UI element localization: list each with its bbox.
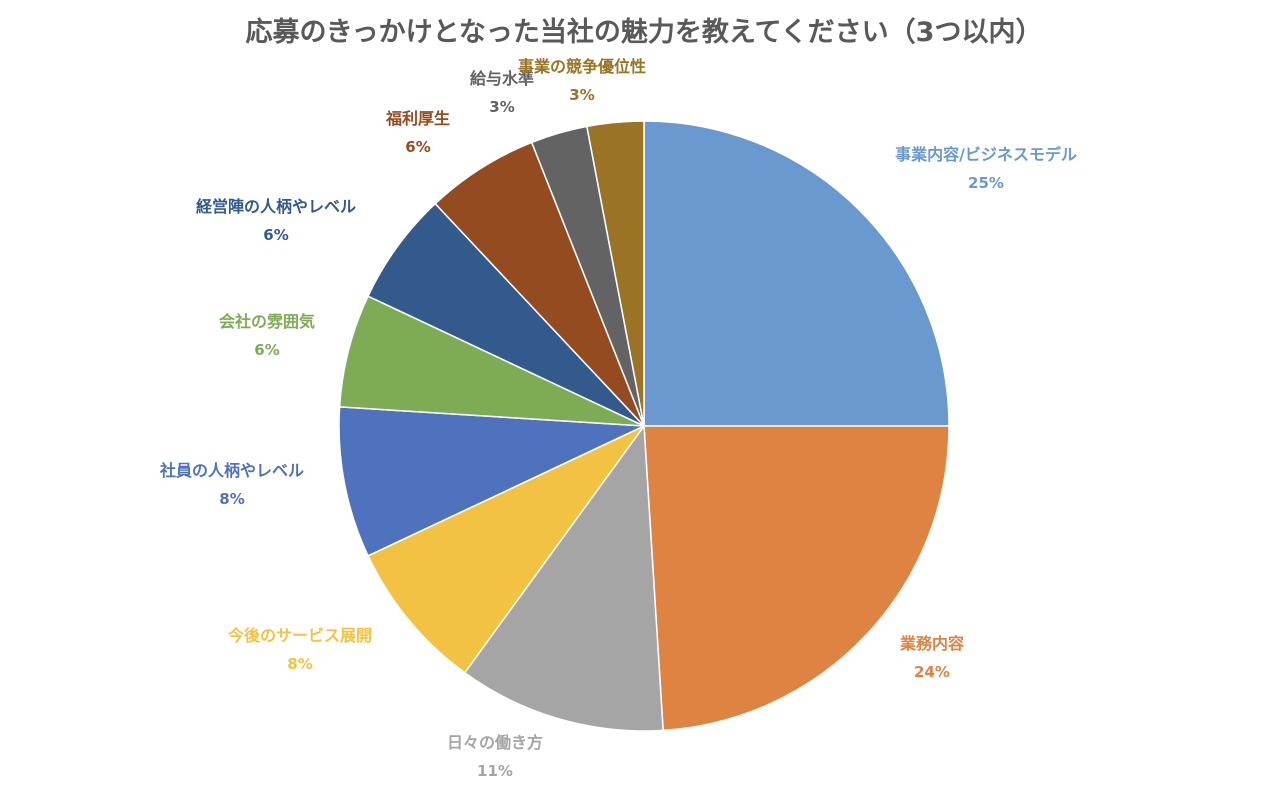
slice-label: 日々の働き方	[447, 733, 543, 752]
slice-percent-label: 6%	[405, 138, 430, 156]
slice-percent-label: 3%	[489, 98, 514, 116]
slice-percent-label: 3%	[569, 86, 594, 104]
pie-slices	[338, 120, 950, 732]
pie-slice	[643, 120, 950, 427]
slice-percent-label: 8%	[287, 655, 312, 673]
pie-slice	[585, 120, 645, 427]
slice-labels: 事業内容/ビジネスモデル 25% 業務内容 24% 日々の働き方 11% 今後のサービス展開…	[159, 57, 1077, 780]
slice-label: 会社の雰囲気	[219, 312, 315, 331]
slice-percent-label: 24%	[914, 663, 950, 681]
slice-label: 経営陣の人柄やレベル	[196, 197, 356, 216]
slice-label: 今後のサービス展開	[227, 626, 372, 645]
pie-slice	[643, 425, 950, 732]
slice-label: 福利厚生	[385, 109, 450, 128]
pie-slice	[463, 423, 664, 732]
pie-slice	[367, 425, 645, 674]
pie-slice	[338, 406, 645, 557]
slice-label: 事業内容/ビジネスモデル	[895, 145, 1077, 164]
slice-label: 給与水準	[470, 69, 534, 88]
slice-percent-label: 11%	[477, 762, 513, 780]
slice-percent-label: 8%	[219, 490, 244, 508]
slice-percent-label: 25%	[968, 174, 1004, 192]
slice-label: 社員の人柄やレベル	[159, 461, 304, 480]
slice-label: 事業の競争優位性	[518, 57, 646, 76]
slice-percent-label: 6%	[263, 226, 288, 244]
slice-percent-label: 6%	[254, 341, 279, 359]
chart-title: 応募のきっかけとなった当社の魅力を教えてください（3つ以内）	[246, 16, 1043, 48]
slice-label: 業務内容	[899, 634, 964, 653]
